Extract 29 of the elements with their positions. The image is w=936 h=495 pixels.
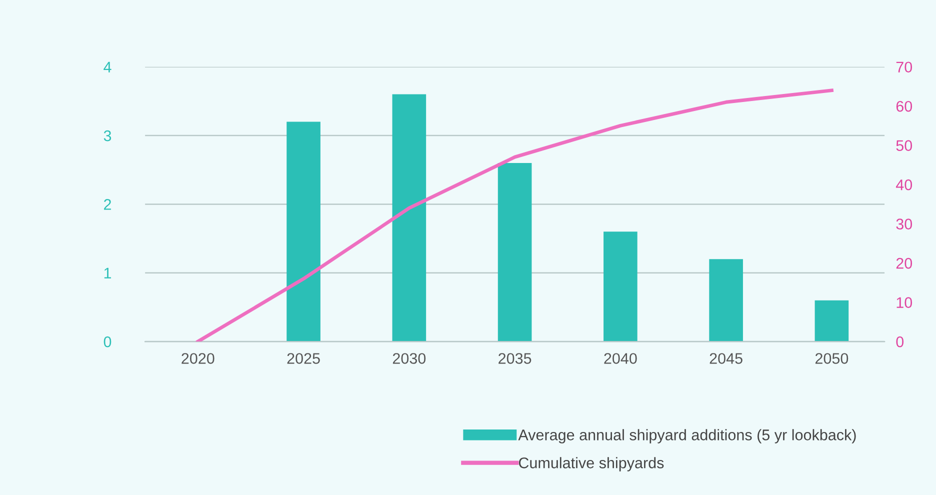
line-series: [196, 88, 834, 342]
y2-tick-label: 30: [896, 218, 912, 230]
bar: [604, 232, 638, 342]
legend-label: Average annual shipyard additions (5 yr lookback): [518, 429, 856, 444]
y-tick-label: 2: [104, 199, 111, 210]
y2-tick-label: 20: [896, 258, 912, 269]
y2-tick-label: 10: [896, 297, 912, 308]
y2-tick-label: 40: [896, 179, 912, 190]
x-tick-label: 2050: [815, 353, 848, 364]
bar: [814, 300, 849, 342]
x-tick-label: 2030: [392, 353, 426, 364]
bar: [498, 162, 532, 342]
y2-tick-label: 70: [896, 62, 912, 73]
y-tick-label: 3: [104, 130, 112, 142]
bar: [286, 122, 320, 342]
x-tick-label: 2040: [604, 353, 637, 364]
y-tick-label: 4: [104, 62, 112, 72]
x-tick-label: 2025: [287, 353, 320, 364]
y2-tick-label: 0: [896, 336, 904, 348]
legend-label: Cumulative shipyards: [518, 457, 664, 472]
bar: [709, 259, 743, 342]
bar: [392, 94, 426, 342]
x-tick-label: 2035: [498, 353, 532, 364]
x-tick-label: 2045: [710, 353, 742, 364]
y2-tick-label: 50: [896, 140, 912, 152]
x-tick-label: 2020: [182, 353, 214, 364]
y-tick-label: 0: [104, 336, 112, 348]
y2-tick-label: 60: [896, 100, 912, 112]
y-tick-label: 1: [104, 268, 111, 278]
